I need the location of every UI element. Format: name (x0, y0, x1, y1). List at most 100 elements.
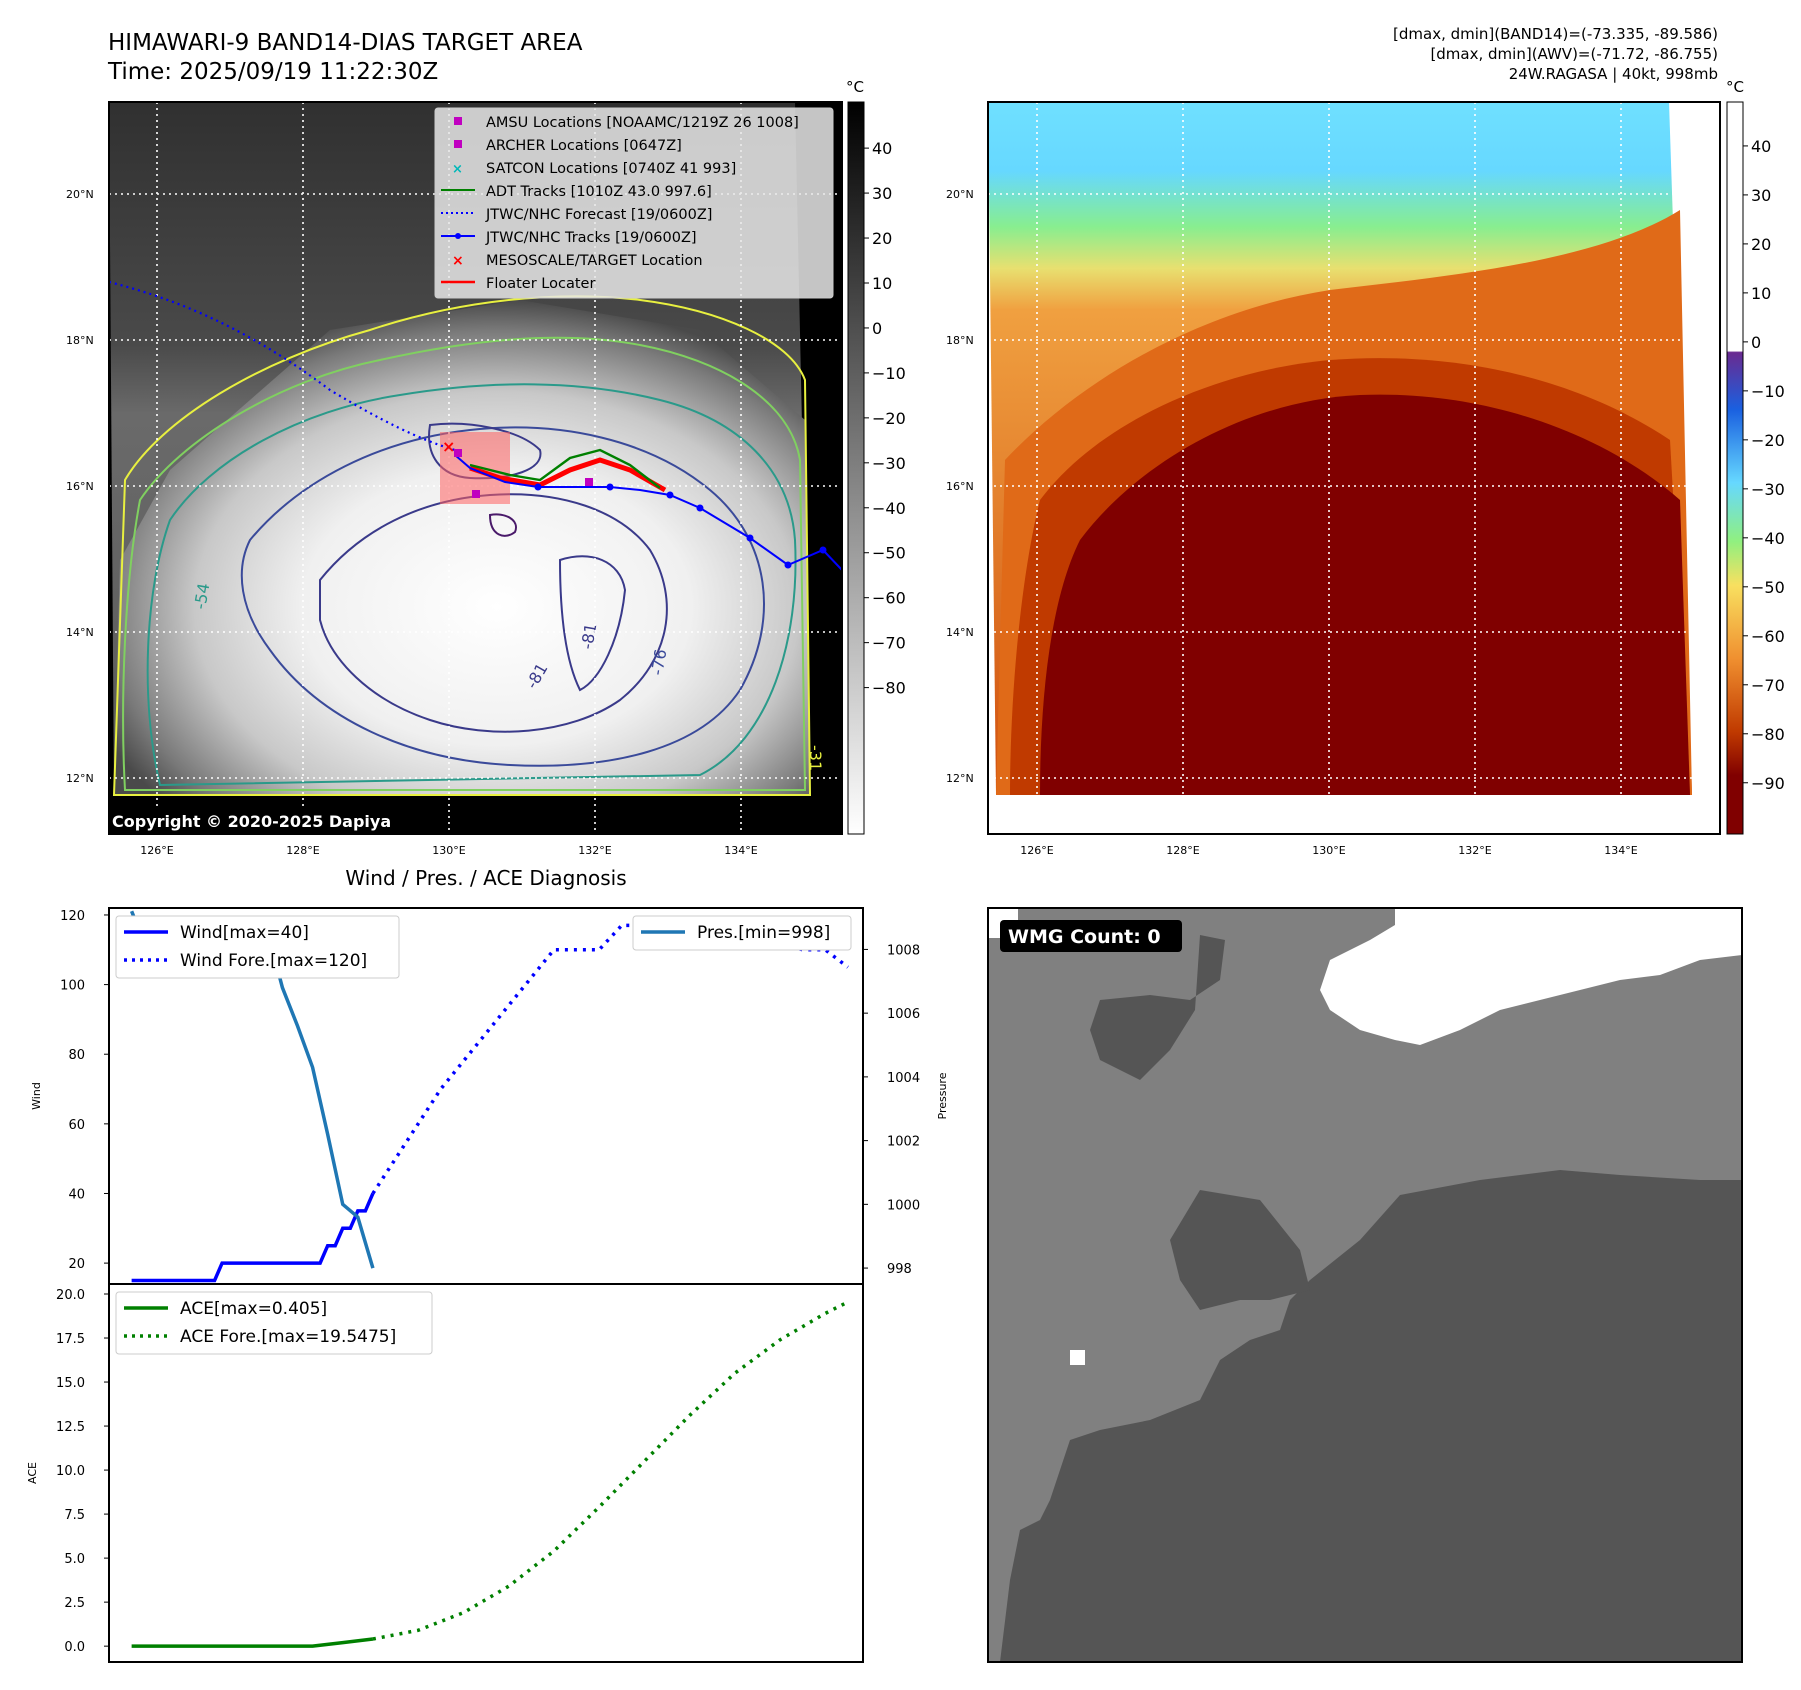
legend-item: Floater Locater (486, 276, 595, 292)
colorbar-tick-label: 40 (872, 139, 892, 158)
lon-label: 130°E (432, 844, 465, 857)
gray-colorbar-ticks: 40 30 20 10 0 −10 −20 −30 −40 −50 −60 −70 −80 (864, 139, 906, 698)
colorbar-tick-label: −70 (872, 634, 906, 653)
contour-31 (112, 295, 812, 796)
cloud-core (1040, 394, 1690, 795)
ace-ticks: 0.0 2.5 5.0 7.5 10.0 12.5 15.0 17.5 20.0 (56, 1288, 109, 1655)
colorbar-tick-label: 10 (872, 274, 892, 293)
ace-tick-label: 10.0 (56, 1464, 85, 1479)
legend-swatch: × (452, 253, 464, 269)
lat-label: 14°N (946, 626, 974, 639)
lat-label: 16°N (946, 480, 974, 493)
colorbar-tick-label: 30 (872, 184, 892, 203)
legend-item: JTWC/NHC Tracks [19/0600Z] (485, 230, 697, 246)
legend-item: AMSU Locations [NOAAMC/1219Z 26 1008] (486, 115, 799, 131)
chart-title: Wind / Pres. / ACE Diagnosis (345, 866, 626, 890)
colorbar-tick-label: −40 (1751, 529, 1785, 548)
ace-series-line-1 (372, 1300, 849, 1641)
ir-color-map: 20°N 18°N 16°N 14°N 12°N 126°E 128°E 130… (946, 78, 1785, 857)
colorbar-tick-label: −80 (1751, 725, 1785, 744)
lat-label: 20°N (66, 188, 94, 201)
colorbar-tick-label: 10 (1751, 284, 1771, 303)
colorbar-tick-label: −70 (1751, 676, 1785, 695)
wmg-panel: WMG Count: 0 (987, 907, 1743, 1663)
colorbar-tick-label: −10 (872, 364, 906, 383)
wind-tick-label: 20 (68, 1257, 85, 1272)
figure-title: HIMAWARI-9 BAND14-DIAS TARGET AREA (108, 30, 583, 56)
wmg-count-badge (1000, 920, 1182, 952)
lat-label: 14°N (66, 626, 94, 639)
legend-wind-forecast: Wind Fore.[max=120] (180, 951, 367, 971)
figure-time: Time: 2025/09/19 11:22:30Z (107, 59, 438, 85)
pressure-ticks: 998 1000 1002 1004 1006 1008 (863, 943, 920, 1277)
archer-marker (472, 490, 480, 498)
floater-locater-track (469, 457, 667, 493)
ace-tick-label: 15.0 (56, 1376, 85, 1391)
lat-label: 18°N (66, 334, 94, 347)
ace-series (131, 1300, 849, 1648)
color-colorbar-unit: °C (1726, 78, 1744, 96)
wmg-dark-region (1000, 1170, 1742, 1662)
ace-series-line-0 (131, 1637, 374, 1648)
pressure-tick-label: 1006 (887, 1007, 920, 1022)
colorbar-tick-label: −50 (872, 544, 906, 563)
ace-chart: ACE 0.0 2.5 5.0 7.5 10.0 12.5 15.0 17.5 20.0 ACE… (26, 1283, 864, 1663)
map-legend: AMSU Locations [NOAAMC/1219Z 26 1008] AR… (434, 107, 834, 299)
wind-axis-label: Wind (30, 1082, 43, 1110)
wmg-frame (987, 907, 1743, 1663)
lat-label: 16°N (66, 480, 94, 493)
legend-ace-forecast: ACE Fore.[max=19.5475] (180, 1327, 396, 1347)
wmg-dark-patch-2 (1170, 1190, 1310, 1310)
ace-tick-label: 17.5 (56, 1332, 85, 1347)
legend-pressure: Pres.[min=998] (697, 923, 830, 943)
copyright-box (109, 808, 434, 834)
ace-tick-label: 5.0 (64, 1552, 85, 1567)
pressure-tick-label: 1008 (887, 943, 920, 958)
colorbar-tick-label: −10 (1751, 382, 1785, 401)
ace-tick-label: 7.5 (64, 1508, 85, 1523)
info-awv: [dmax, dmin](AWV)=(-71.72, -86.755) (1430, 45, 1718, 63)
lat-label: 12°N (66, 772, 94, 785)
contour-54 (122, 336, 807, 791)
contour-label: -31 (806, 745, 825, 771)
colorbar-tick-label: 20 (1751, 235, 1771, 254)
map2-frame (987, 101, 1721, 835)
gray-colorbar-unit: °C (846, 78, 864, 96)
legend-box (434, 107, 834, 299)
ace-legend-box (115, 1291, 433, 1355)
target-x-marker: × (442, 437, 455, 456)
lon-label: 132°E (578, 844, 611, 857)
gray-colorbar (847, 101, 865, 835)
wmg-white-pixel (1070, 1350, 1085, 1365)
contour-81 (428, 422, 542, 480)
ace-axis-label: ACE (26, 1462, 39, 1484)
contour-core (488, 513, 517, 537)
contour-81-b (558, 555, 627, 692)
info-band14: [dmax, dmin](BAND14)=(-73.335, -89.586) (1393, 25, 1718, 43)
wind-tick-label: 100 (60, 979, 85, 994)
colorbar-tick-label: 20 (872, 229, 892, 248)
pressure-legend-box (632, 915, 852, 951)
wmg-dark-patch (1090, 935, 1225, 1080)
legend-item: MESOSCALE/TARGET Location (486, 253, 703, 269)
colorbar-tick-label: −20 (872, 409, 906, 428)
colorbar-tick-label: −40 (872, 499, 906, 518)
jtwc-forecast-track (109, 280, 456, 452)
legend-item: SATCON Locations [0740Z 41 993] (486, 161, 736, 177)
lon-label: 126°E (140, 844, 173, 857)
pressure-tick-label: 1002 (887, 1135, 920, 1150)
lon-label: 132°E (1458, 844, 1491, 857)
map1-axis-labels: 20°N 18°N 16°N 14°N 12°N 126°E 128°E 130… (66, 188, 758, 857)
lat-label: 18°N (946, 334, 974, 347)
colorbar-tick-label: 0 (872, 319, 882, 338)
lon-label: 134°E (724, 844, 757, 857)
legend-swatch-dot (455, 233, 461, 239)
wmg-count-label: WMG Count: 0 (1008, 926, 1161, 948)
pressure-tick-label: 1000 (887, 1198, 920, 1213)
contour-76 (240, 426, 765, 767)
map-frame (108, 101, 843, 835)
amsu-marker (454, 449, 462, 457)
wmg-clear-region (1320, 908, 1742, 1045)
colorbar-tick-label: −50 (1751, 578, 1785, 597)
colorbar-tick-label: −30 (1751, 480, 1785, 499)
